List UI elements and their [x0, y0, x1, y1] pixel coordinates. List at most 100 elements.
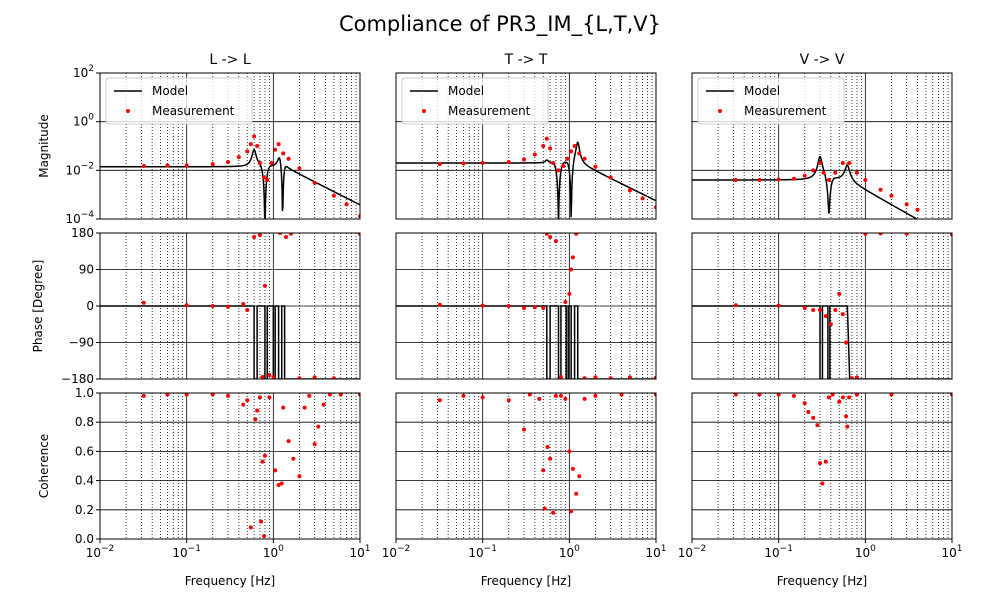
- measurement-phase-point: [840, 312, 845, 317]
- x-axis-label: Frequency [Hz]: [481, 574, 572, 588]
- x-tick-label: 10−1: [468, 544, 497, 560]
- coherence-point: [302, 405, 307, 410]
- measurement-magnitude-point: [506, 160, 511, 165]
- plot-area: [692, 233, 952, 379]
- y-tick-label: 102: [73, 64, 94, 80]
- coherence-point: [241, 402, 246, 407]
- plot-area: [692, 155, 920, 219]
- legend-model-label: Model: [744, 84, 780, 98]
- coherence-point: [582, 396, 587, 401]
- measurement-phase-point: [563, 299, 568, 304]
- coherence-point: [321, 402, 326, 407]
- measurement-magnitude-point: [297, 166, 302, 171]
- legend-model-label: Model: [152, 84, 188, 98]
- coherence-point: [548, 456, 553, 461]
- measurement-magnitude-point: [286, 156, 291, 161]
- measurement-magnitude-point: [556, 168, 561, 173]
- measurement-magnitude-point: [821, 170, 826, 175]
- x-tick-label: 10−2: [86, 544, 115, 560]
- axes-panel: [395, 232, 657, 380]
- coherence-point: [545, 445, 550, 450]
- measurement-magnitude-point: [847, 161, 852, 166]
- measurement-magnitude-point: [577, 151, 582, 156]
- coherence-point: [757, 393, 762, 397]
- y-tick-label: 100: [73, 113, 94, 129]
- measurement-phase-point: [854, 375, 859, 379]
- model-phase-line: [100, 305, 360, 379]
- measurement-magnitude-point: [331, 193, 336, 198]
- coherence-point: [558, 393, 563, 398]
- measurement-magnitude-point: [915, 207, 920, 212]
- measurement-phase-point: [289, 233, 294, 236]
- coherence-point: [291, 456, 296, 461]
- y-tick-label: 0.8: [75, 415, 94, 429]
- measurement-magnitude-point: [480, 161, 485, 166]
- y-tick-label: 1.0: [75, 386, 94, 400]
- legend-box: [697, 77, 845, 125]
- axes-frame: [99, 392, 361, 540]
- coherence-point: [553, 393, 558, 398]
- measurement-phase-point: [312, 375, 317, 379]
- measurement-magnitude-point: [210, 162, 215, 167]
- coherence-point: [537, 396, 542, 401]
- x-tick-label: 10−1: [172, 544, 201, 560]
- axes-frame: [691, 232, 953, 380]
- coherence-point: [802, 401, 807, 406]
- measurement-phase-point: [226, 304, 231, 309]
- measurement-phase-point: [548, 235, 553, 240]
- measurement-phase-point: [818, 308, 823, 313]
- legend-measurement-swatch: [718, 109, 722, 113]
- measurement-phase-point: [544, 233, 549, 236]
- coherence-point: [210, 393, 215, 397]
- coherence-point: [811, 415, 816, 420]
- measurement-magnitude-point: [811, 168, 816, 173]
- measurement-phase-point: [828, 322, 833, 327]
- coherence-point: [563, 396, 568, 401]
- measurement-magnitude-point: [141, 164, 146, 169]
- axes-frame: [395, 232, 657, 380]
- measurement-phase-point: [878, 233, 883, 236]
- coherence-point: [837, 399, 842, 404]
- measurement-magnitude-point: [551, 161, 556, 166]
- subplot-grid: L -> L 102 100 10−2 10−4 Magnitude 180 90 0 −90 −1…: [31, 52, 963, 588]
- axes-frame: [691, 72, 953, 220]
- coherence-point: [815, 423, 820, 428]
- coherence-point: [312, 442, 317, 447]
- model-magnitude-line: [100, 148, 360, 219]
- coherence-point: [262, 453, 267, 458]
- measurement-magnitude-point: [269, 161, 274, 166]
- measurement-magnitude-point: [791, 176, 796, 181]
- measurement-phase-point: [570, 255, 575, 260]
- plot-area: [437, 393, 656, 515]
- measurement-magnitude-point: [522, 157, 527, 162]
- measurement-magnitude-point: [165, 163, 170, 168]
- coherence-point: [619, 393, 624, 397]
- coherence-point: [830, 393, 835, 397]
- measurement-magnitude-point: [833, 170, 838, 175]
- coherence-point: [826, 395, 831, 400]
- measurement-magnitude-point: [548, 146, 553, 151]
- coherence-point: [257, 395, 262, 400]
- measurement-magnitude-point: [572, 144, 577, 148]
- coherence-point: [551, 510, 556, 515]
- model-phase-line: [396, 305, 656, 379]
- measurement-phase-point: [849, 376, 854, 379]
- legend: Model Measurement: [697, 77, 845, 125]
- measurement-magnitude-point: [776, 177, 781, 182]
- measurement-magnitude-point: [593, 164, 598, 169]
- subplot-title: T -> T: [504, 52, 548, 68]
- measurement-phase-point: [184, 303, 189, 308]
- measurement-magnitude-point: [544, 136, 549, 141]
- coherence-point: [593, 393, 598, 398]
- measurement-magnitude-point: [541, 144, 546, 148]
- x-tick-label: 10−1: [764, 544, 793, 560]
- coherence-point: [506, 398, 511, 403]
- coherence-point: [307, 393, 312, 398]
- measurement-phase-point: [245, 308, 250, 313]
- measurement-phase-point: [271, 374, 276, 379]
- measurement-magnitude-point: [889, 193, 894, 198]
- y-tick-label: 0.0: [75, 532, 94, 546]
- measurement-magnitude-point: [312, 181, 317, 186]
- measurement-phase-point: [506, 304, 511, 308]
- plot-area: [733, 393, 952, 486]
